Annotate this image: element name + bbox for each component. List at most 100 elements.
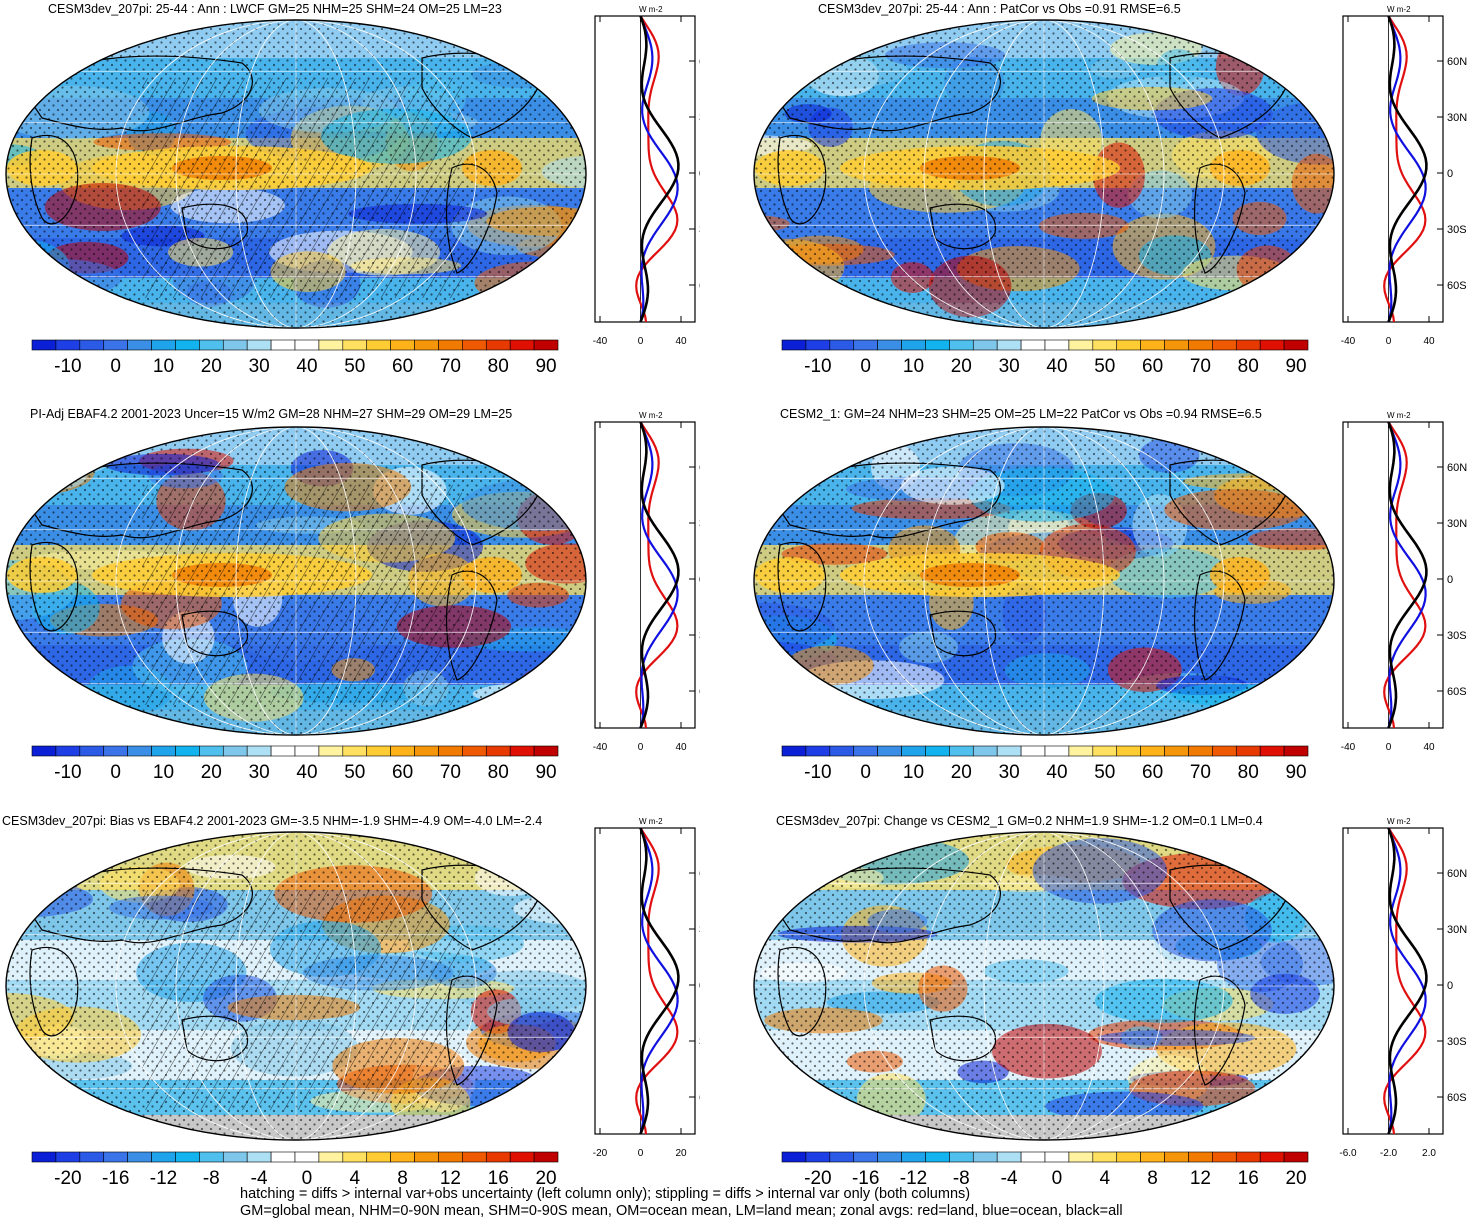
global-map-1 [5,19,587,329]
colorbar-swatch [853,1151,878,1163]
colorbar-swatch [1235,745,1261,757]
zonal-lat-label: 60N [699,56,700,68]
zonal-lat-label: 30N [699,924,700,936]
colorbar-label: 8 [1147,1168,1158,1189]
colorbar-label: 60 [392,356,413,377]
colorbar-label: 30 [249,762,270,783]
zonal-x-tick-label: 0 [638,1148,644,1159]
zonal-units-label: W m-2 [639,411,663,420]
colorbar-1: -10 0 10 20 30 40 50 60 70 80 90 [31,339,559,377]
zonal-curve [1387,827,1427,1135]
colorbar-swatch [318,745,344,757]
colorbar-label: 40 [1046,762,1067,783]
colorbar-swatch [1092,339,1118,351]
colorbar-swatch [901,1151,926,1163]
colorbar-swatch [462,745,487,757]
colorbar-swatch [342,745,368,757]
colorbar-swatch [1235,339,1261,351]
global-map-2 [753,19,1335,329]
colorbar-label: 20 [201,762,222,783]
colorbar-label: 30 [249,356,270,377]
colorbar-swatch [877,745,902,757]
zonal-x-tick-label: -20 [593,1148,608,1159]
colorbar-label: 4 [349,1168,360,1189]
zonal-curve [1387,15,1427,323]
colorbar-swatch [485,339,511,351]
colorbar-label: 40 [296,762,317,783]
colorbar-swatch [877,339,902,351]
colorbar-swatch [1259,1151,1285,1163]
colorbar-swatch [31,745,57,757]
zonal-lat-label: 0 [1447,168,1453,180]
colorbar-swatch [55,745,81,757]
colorbar-label: 20 [951,762,972,783]
zonal-lat-label: 0 [1447,574,1453,586]
colorbar-swatch [151,1151,176,1163]
colorbar-swatch [414,745,439,757]
colorbar-swatch [462,1151,487,1163]
zonal-mean-plot-2: W m-2 -40 0 40 60N 30N 0 30S 60S [1341,5,1467,347]
zonal-lat-label: 0 [699,574,700,586]
colorbar-swatch [318,1151,344,1163]
colorbar-swatch [390,745,415,757]
zonal-lat-label: 60N [1447,868,1467,880]
colorbar-swatch [103,339,128,351]
colorbar-swatch [151,745,176,757]
colorbar-swatch [972,339,998,351]
colorbar-swatch [222,339,248,351]
colorbar-swatch [805,1151,831,1163]
zonal-x-tick-label: 0 [638,742,644,753]
colorbar-label: 0 [302,1168,313,1189]
zonal-lat-label: 60N [699,868,700,880]
colorbar-swatch [366,1151,391,1163]
zonal-mean-plot-3: W m-2 -40 0 40 60N 30N 0 30S 60S [593,411,700,753]
colorbar-swatch [1044,339,1070,351]
colorbar-label: 80 [1238,356,1259,377]
colorbar-swatch [318,339,344,351]
colorbar-swatch [127,339,152,351]
colorbar-label: -16 [102,1168,129,1189]
colorbar-swatch [151,339,176,351]
colorbar-swatch [509,339,535,351]
zonal-curve [639,827,680,1135]
colorbar-swatch [485,745,511,757]
panel-title-1: CESM3dev_207pi: 25-44 : Ann : LWCF GM=25… [48,2,502,16]
colorbar-label: 90 [535,762,556,783]
colorbar-4: -10 0 10 20 30 40 50 60 70 80 90 [781,745,1309,783]
colorbar-swatch [829,745,855,757]
zonal-x-tick-label: 0 [1386,742,1392,753]
colorbar-label: 70 [1190,762,1211,783]
colorbar-swatch [1116,745,1141,757]
colorbar-label: 50 [1094,356,1115,377]
colorbar-swatch [127,745,152,757]
zonal-lat-label: 30S [699,630,700,642]
zonal-x-tick-label: -40 [593,336,608,347]
footer-note-1: hatching = diffs > internal var+obs unce… [240,1186,971,1202]
panel-title-3: PI-Adj EBAF4.2 2001-2023 Uncer=15 W/m2 G… [30,407,513,421]
colorbar-swatch [270,745,296,757]
colorbar-label: 0 [860,762,871,783]
colorbar-swatch [175,1151,200,1163]
colorbar-swatch [949,745,974,757]
colorbar-label: 30 [999,762,1020,783]
colorbar-swatch [270,1151,296,1163]
colorbar-swatch [925,339,950,351]
colorbar-label: 20 [1285,1168,1306,1189]
zonal-lat-label: 60S [1447,280,1467,292]
colorbar-swatch [1116,1151,1141,1163]
colorbar-swatch [1188,339,1213,351]
zonal-x-tick-label: 40 [1423,336,1435,347]
colorbar-swatch [996,745,1022,757]
colorbar-label: 60 [1142,762,1163,783]
colorbar-swatch [222,745,248,757]
colorbar-label: -4 [1001,1168,1018,1189]
colorbar-swatch [175,745,200,757]
colorbar-swatch [1020,339,1046,351]
colorbar-swatch [509,745,535,757]
colorbar-swatch [1164,1151,1189,1163]
zonal-lat-label: 60S [699,686,700,698]
colorbar-6: -20 -16 -12 -8 -4 0 4 8 12 16 20 [781,1151,1309,1189]
zonal-x-tick-label: 0 [638,336,644,347]
colorbar-label: -20 [804,1168,831,1189]
zonal-lat-label: 30N [699,112,700,124]
